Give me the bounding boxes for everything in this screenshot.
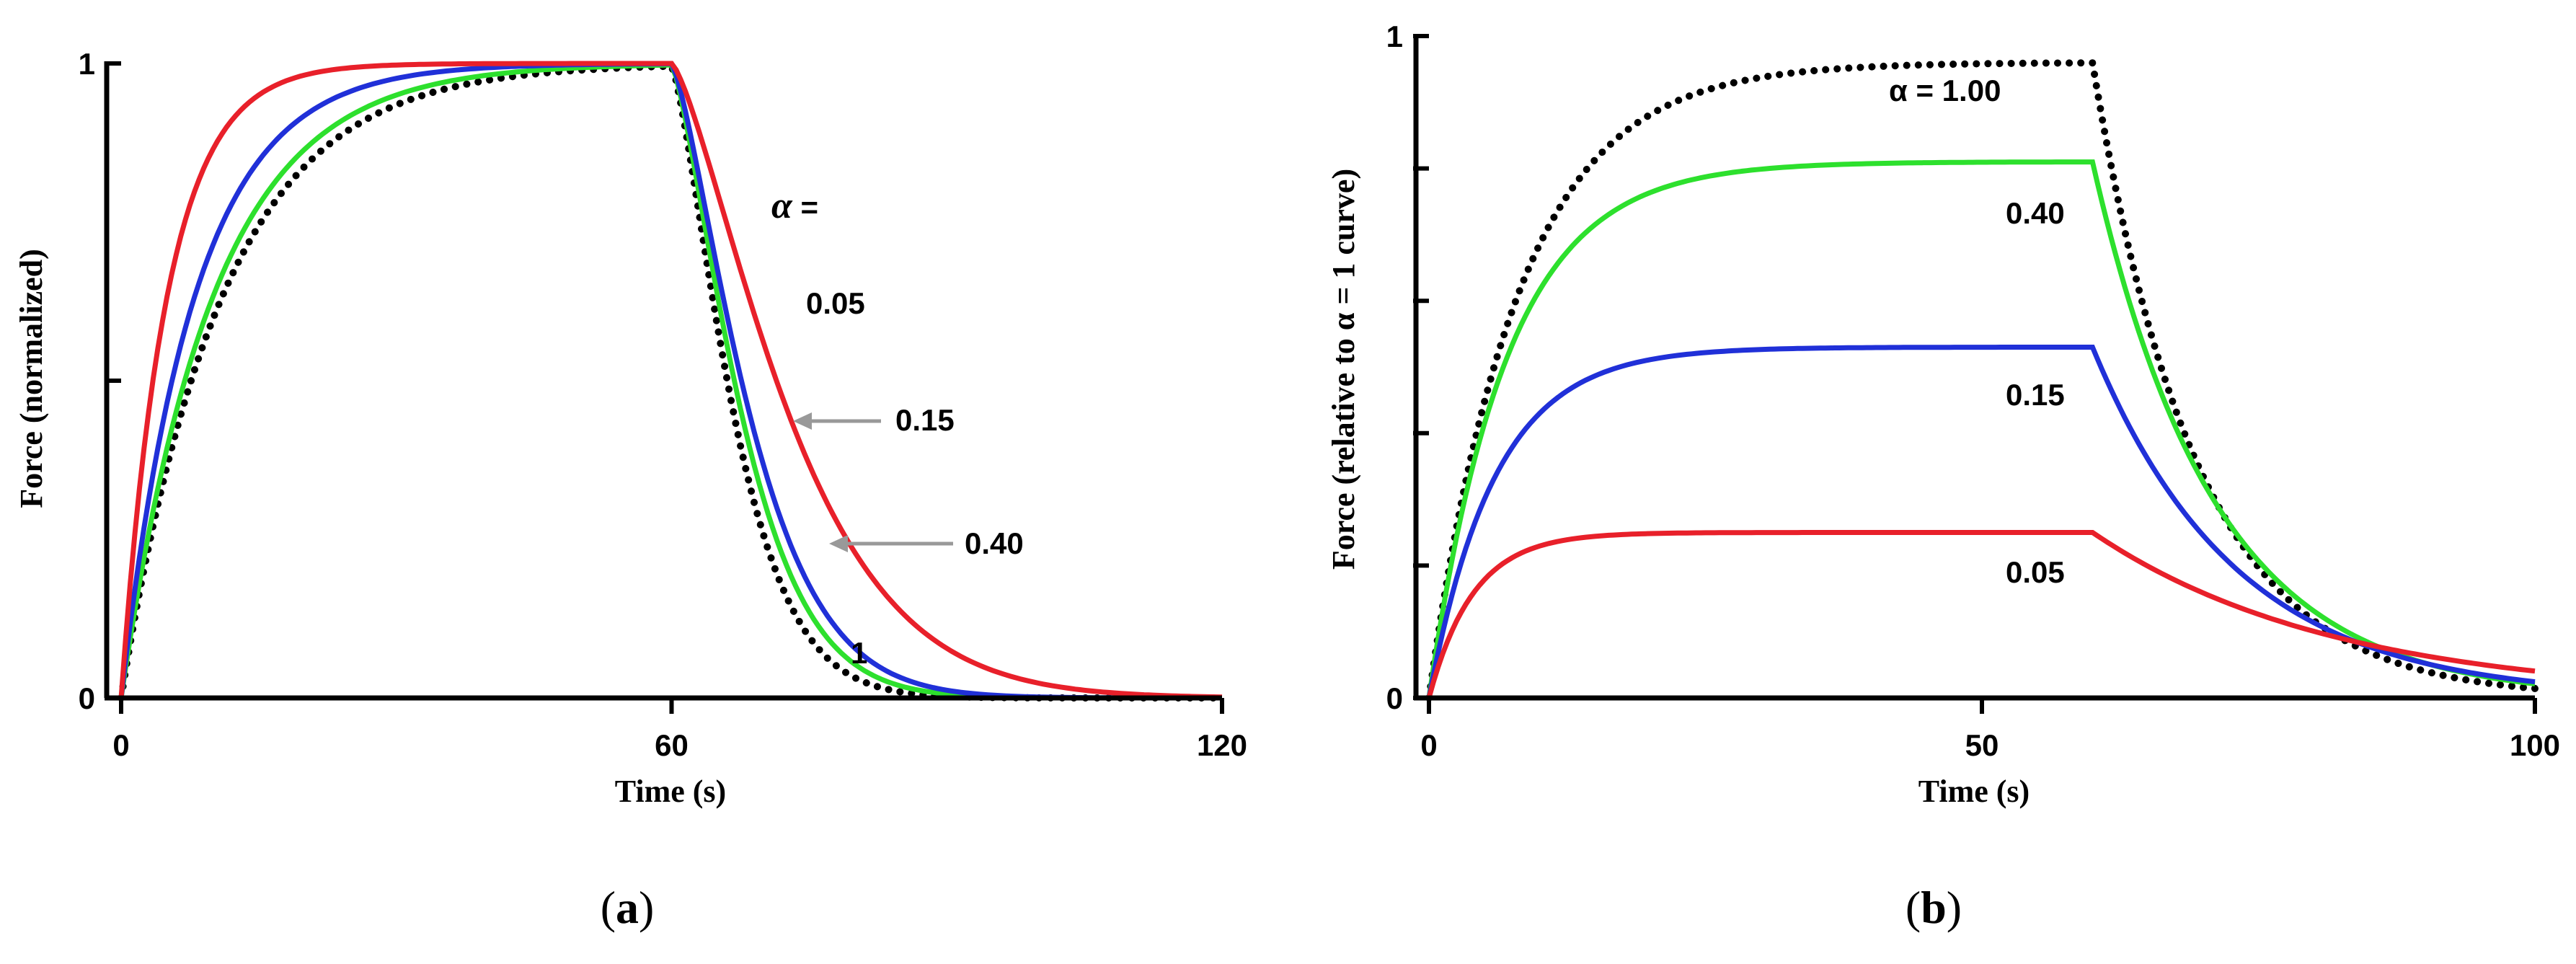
panel-a-label-015: 0.15 xyxy=(895,403,955,437)
panel-b-label-100: α = 1.00 xyxy=(1889,74,2001,107)
panel-a-arrow-015 xyxy=(793,412,881,430)
panel-b-series-line xyxy=(1426,159,2536,699)
panel-b-label-040: 0.40 xyxy=(2006,196,2065,230)
panel-a-label-1: 1 xyxy=(851,636,867,670)
panel-a-series xyxy=(118,61,1226,702)
panel-b-series xyxy=(1425,59,2539,702)
panel-a-xtick-label: 0 xyxy=(112,728,129,762)
panel-a-alpha-equals: = xyxy=(792,190,818,224)
panel-a-ylabel: Force (normalized) xyxy=(14,249,49,508)
panel-b-series-line xyxy=(1426,530,2536,699)
panel-a-ticks: 0 60 120 0 1 xyxy=(79,47,1247,762)
panel-a-alpha-header: α = xyxy=(771,185,818,226)
panel-b-ytick-label: 1 xyxy=(1386,19,1403,53)
panel-b-ticks: 0 50 100 0 1 xyxy=(1386,19,2560,762)
caption-a-letter: a xyxy=(616,882,639,933)
panel-b-ylabel: Force (relative to α = 1 curve) xyxy=(1326,169,1361,570)
panel-a-ytick-label: 0 xyxy=(79,681,95,715)
panel-b-series-line xyxy=(1425,59,2539,702)
panel-b-ylabel-text: Force (relative to α = 1 curve) xyxy=(1326,169,1361,570)
panel-a-series-line xyxy=(118,61,1222,701)
panel-a-series-line xyxy=(118,62,1222,701)
panel-a-alpha-symbol: α xyxy=(771,185,793,226)
panel-a-series-line xyxy=(118,62,1226,702)
panel-b-label-005: 0.05 xyxy=(2006,555,2065,589)
panel-b-label-015: 0.15 xyxy=(2006,378,2065,412)
panel-b-ytick-label: 0 xyxy=(1386,681,1403,715)
panel-a-label-040: 0.40 xyxy=(965,526,1024,560)
panel-a-series-line xyxy=(118,61,1223,700)
caption-b: (b) xyxy=(1906,882,1962,933)
panel-a-label-005: 0.05 xyxy=(806,286,865,320)
panel-b-xtick-label: 0 xyxy=(1420,728,1437,762)
panel-a-ytick-label: 1 xyxy=(79,47,95,81)
panel-b-xtick-label: 100 xyxy=(2510,728,2560,762)
panel-a-xtick-label: 60 xyxy=(655,728,689,762)
panel-a-arrow-040 xyxy=(829,535,953,552)
caption-b-letter: b xyxy=(1921,882,1947,933)
panel-b-xtick-label: 50 xyxy=(1965,728,1999,762)
panel-b-xlabel: Time (s) xyxy=(1918,774,2030,809)
panel-a-xtick-label: 120 xyxy=(1197,728,1247,762)
panel-a: 0 60 120 0 1 Time (s) Force (normalized) α =… xyxy=(14,47,1247,809)
caption-a: (a) xyxy=(601,882,655,933)
panel-a-xlabel: Time (s) xyxy=(615,774,726,809)
panel-b: 0 50 100 0 1 Time (s) Force (relative to α =… xyxy=(1326,19,2560,809)
